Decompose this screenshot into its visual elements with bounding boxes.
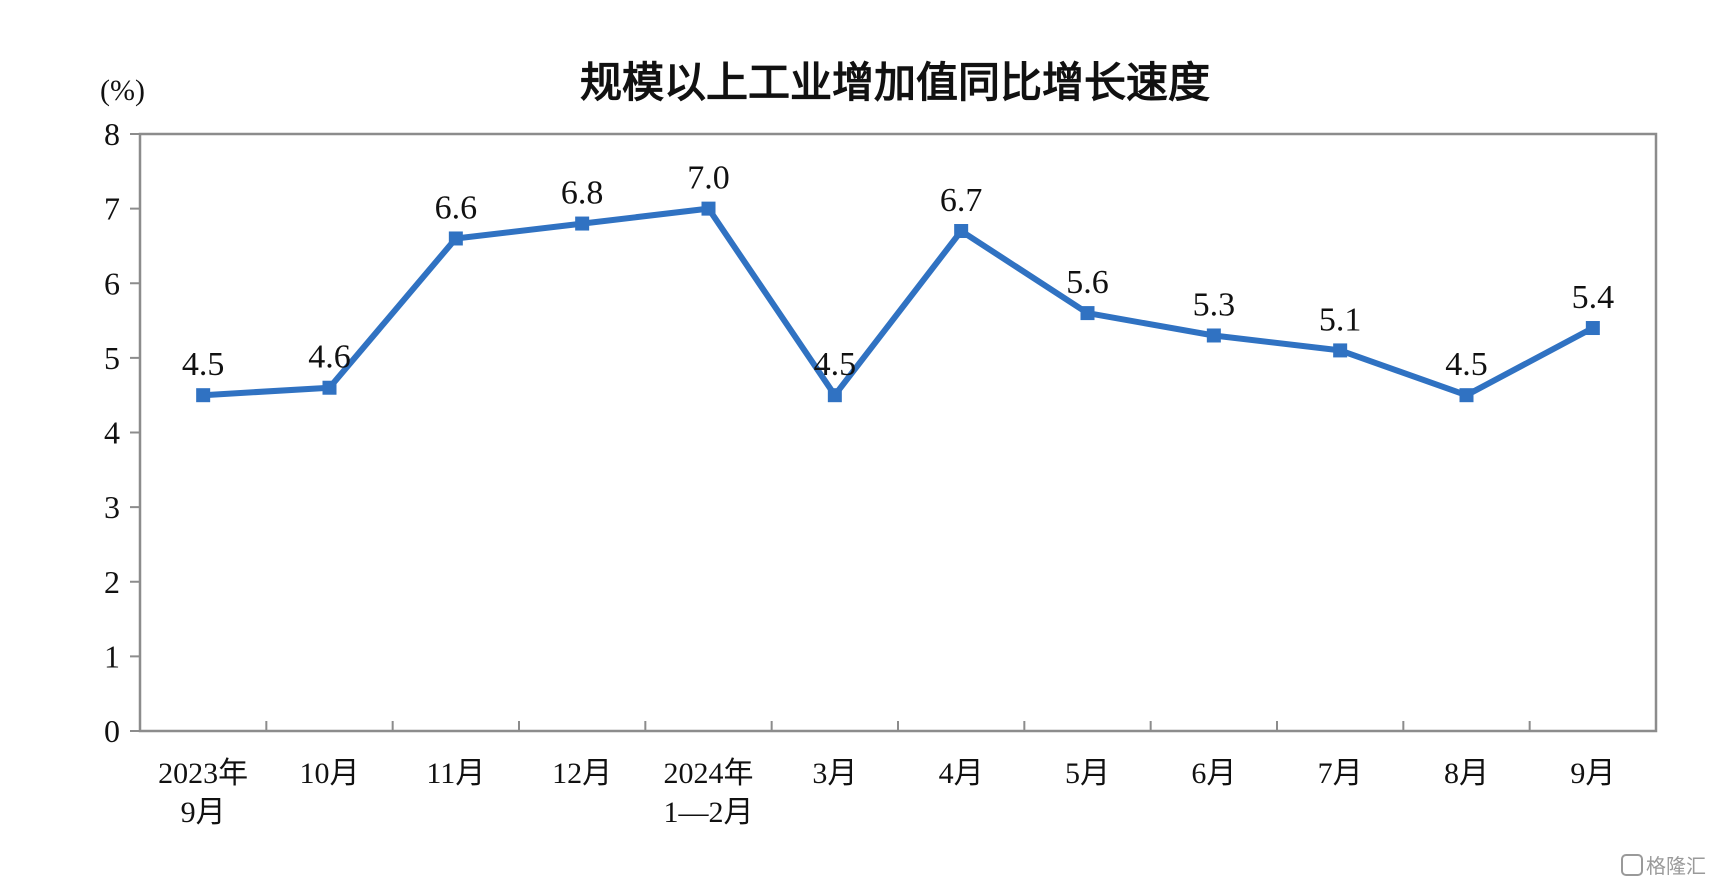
data-label: 5.6 bbox=[1066, 264, 1109, 301]
x-tick-label: 8月 bbox=[1444, 757, 1489, 790]
data-label: 6.6 bbox=[435, 189, 478, 226]
y-tick-label: 0 bbox=[104, 713, 120, 749]
x-tick-label: 2023年 bbox=[158, 757, 248, 790]
y-tick-label: 2 bbox=[104, 564, 120, 600]
data-point-marker bbox=[701, 201, 716, 216]
data-point-marker bbox=[954, 224, 969, 239]
gelonghui-logo-icon bbox=[1621, 854, 1643, 876]
data-label: 4.5 bbox=[814, 346, 857, 383]
data-points: 4.5 4.6 6.6 6.8 7.0 4.5 6.7 5.6 5.3 5.1 4.5 5.4 bbox=[182, 160, 1614, 403]
y-tick-label: 4 bbox=[104, 415, 120, 451]
data-point-marker bbox=[575, 216, 590, 231]
data-label: 7.0 bbox=[687, 160, 730, 197]
watermark: 格隆汇 bbox=[1621, 854, 1706, 878]
data-point-marker bbox=[1585, 321, 1600, 336]
data-label: 4.5 bbox=[1445, 346, 1488, 383]
y-tick-label: 1 bbox=[104, 638, 120, 674]
x-tick-label: 6月 bbox=[1191, 757, 1236, 790]
y-tick-label: 7 bbox=[104, 191, 120, 227]
data-point-marker bbox=[1459, 388, 1474, 403]
x-tick-label: 12月 bbox=[552, 757, 612, 790]
x-tick-label: 3月 bbox=[812, 757, 857, 790]
y-tick-label: 3 bbox=[104, 489, 120, 525]
x-tick-label: 9月 bbox=[1570, 757, 1615, 790]
data-point-marker bbox=[448, 231, 463, 246]
x-tick-label: 1—2月 bbox=[664, 796, 754, 829]
data-label: 6.8 bbox=[561, 175, 604, 212]
chart-title: 规模以上工业增加值同比增长速度 bbox=[580, 58, 1210, 107]
plot-area-frame bbox=[138, 132, 1658, 733]
data-label: 5.1 bbox=[1319, 301, 1362, 338]
data-label: 6.7 bbox=[940, 182, 983, 219]
x-tick-label: 7月 bbox=[1318, 757, 1363, 790]
axes: 0 1 2 3 4 5 6 7 8 2023年 9月 10月 11月 12月 2024年 1—2月 3月 4月 5月… bbox=[104, 116, 1615, 829]
data-point-marker bbox=[827, 388, 842, 403]
data-point-marker bbox=[196, 388, 211, 403]
x-tick-label: 2024年 bbox=[664, 757, 754, 790]
data-label: 4.6 bbox=[308, 339, 351, 376]
data-label: 4.5 bbox=[182, 346, 225, 383]
data-point-marker bbox=[1206, 328, 1221, 343]
x-tick-label: 10月 bbox=[300, 757, 360, 790]
data-point-marker bbox=[1333, 343, 1348, 358]
y-tick-label: 8 bbox=[104, 116, 120, 152]
data-point-marker bbox=[322, 380, 337, 395]
data-label: 5.3 bbox=[1193, 286, 1236, 323]
data-point-marker bbox=[1080, 306, 1095, 321]
y-tick-label: 6 bbox=[104, 265, 120, 301]
y-tick-label: 5 bbox=[104, 340, 120, 376]
data-label: 5.4 bbox=[1572, 279, 1615, 316]
series-line bbox=[203, 205, 1595, 399]
x-tick-label: 5月 bbox=[1065, 757, 1110, 790]
x-tick-label: 4月 bbox=[939, 757, 984, 790]
x-tick-label: 9月 bbox=[181, 796, 226, 829]
watermark-text: 格隆汇 bbox=[1646, 854, 1706, 878]
x-tick-label: 11月 bbox=[426, 757, 485, 790]
y-axis-unit: (%) bbox=[100, 74, 145, 107]
